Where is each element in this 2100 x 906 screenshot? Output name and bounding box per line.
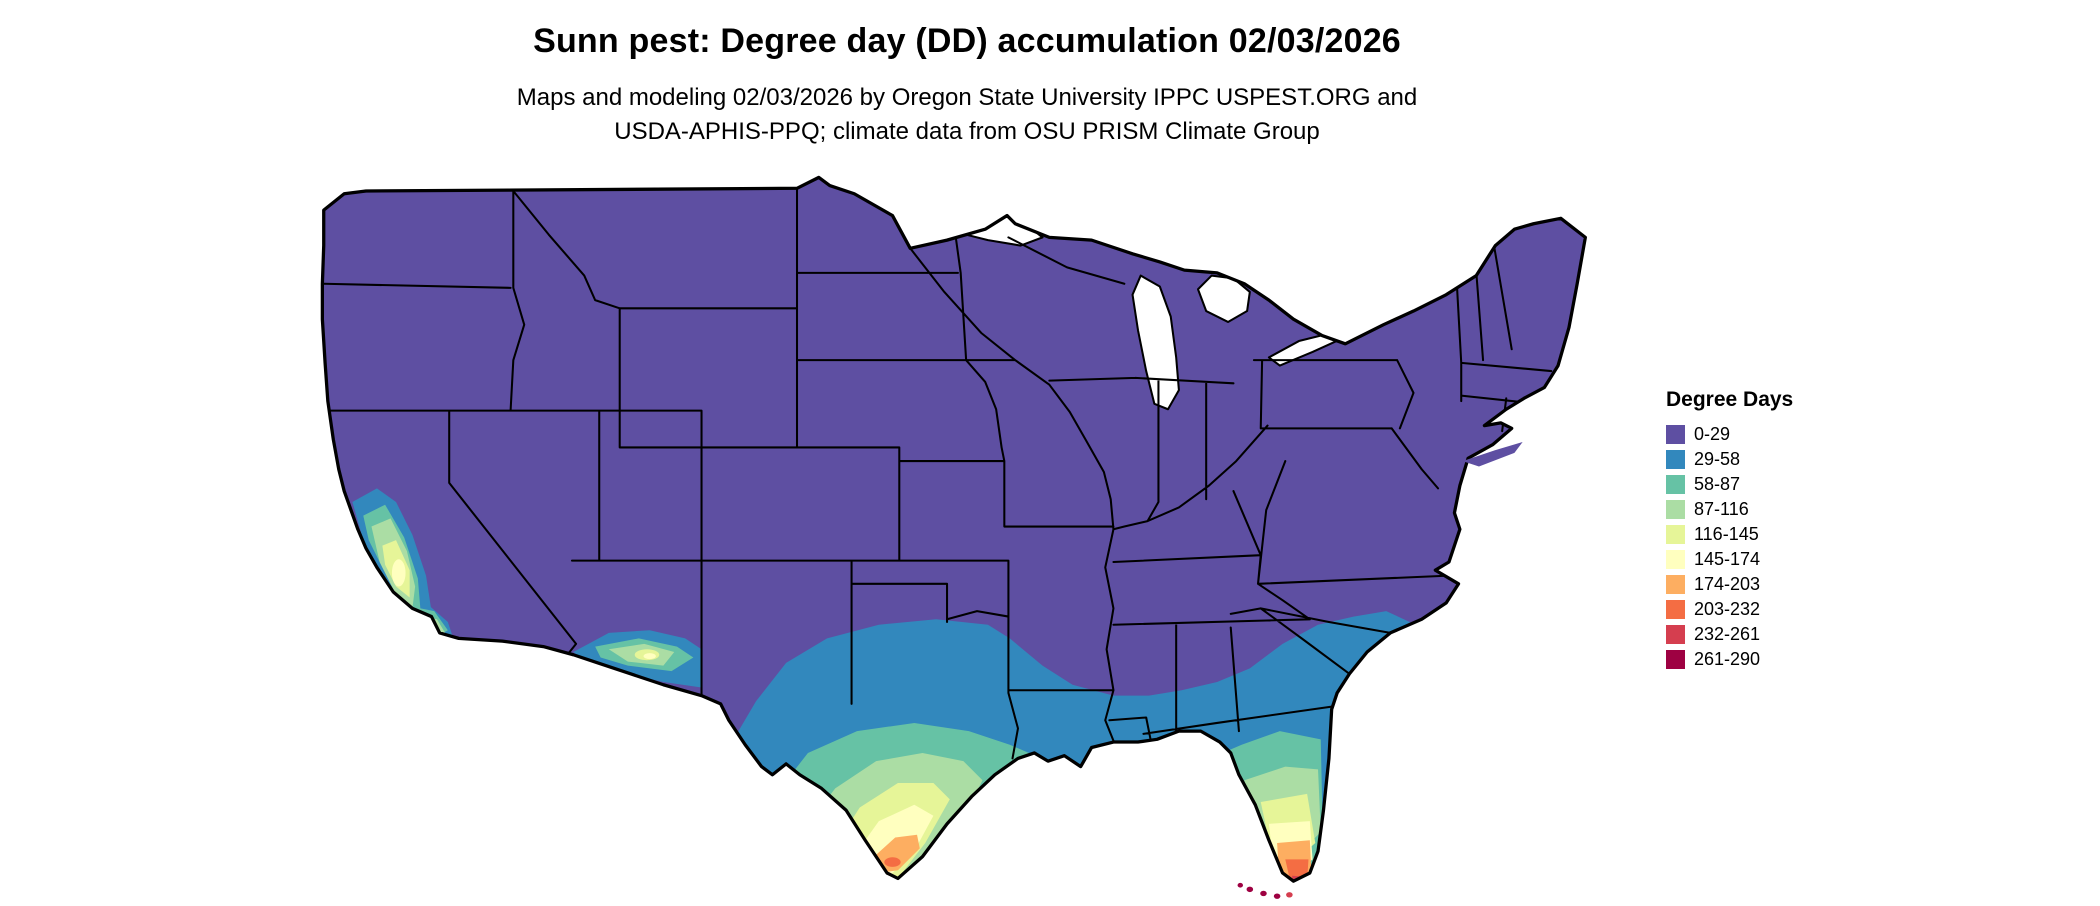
legend-swatch bbox=[1666, 500, 1685, 519]
legend-swatch bbox=[1666, 625, 1685, 644]
legend-label: 58-87 bbox=[1694, 474, 1741, 494]
us-degree-day-map bbox=[306, 158, 1629, 906]
legend-swatch bbox=[1666, 600, 1685, 619]
legend-item: 174-203 bbox=[1666, 572, 1793, 597]
legend-label: 203-232 bbox=[1694, 599, 1761, 619]
state-borders bbox=[322, 187, 1553, 760]
legend-swatch bbox=[1666, 525, 1685, 544]
legend-label: 116-145 bbox=[1694, 524, 1759, 544]
legend-label: 145-174 bbox=[1694, 549, 1761, 569]
legend-label: 232-261 bbox=[1694, 624, 1761, 644]
legend-item: 58-87 bbox=[1666, 472, 1793, 497]
subtitle-line-2: USDA-APHIS-PPQ; climate data from OSU PR… bbox=[614, 118, 1320, 146]
page-subtitle: Maps and modeling 02/03/2026 by Oregon S… bbox=[0, 81, 1934, 149]
legend-item: 261-290 bbox=[1666, 647, 1793, 672]
map-region-145-174-california bbox=[391, 559, 406, 587]
legend-item: 87-116 bbox=[1666, 497, 1793, 522]
legend-swatch bbox=[1666, 550, 1685, 569]
subtitle-line-1: Maps and modeling 02/03/2026 by Oregon S… bbox=[516, 84, 1418, 111]
legend-item: 0-29 bbox=[1666, 422, 1793, 447]
us-map-svg bbox=[320, 175, 1587, 899]
legend-label: 0-29 bbox=[1694, 424, 1731, 444]
legend-item: 232-261 bbox=[1666, 622, 1793, 647]
map-region-203-232-florida bbox=[1285, 859, 1309, 882]
legend-swatch bbox=[1666, 425, 1685, 444]
long-island bbox=[1462, 441, 1523, 467]
legend-item: 29-58 bbox=[1666, 447, 1793, 472]
lake-michigan bbox=[1131, 274, 1180, 411]
legend-label: 261-290 bbox=[1694, 649, 1761, 669]
lake-huron bbox=[1196, 274, 1251, 323]
legend-item: 145-174 bbox=[1666, 547, 1793, 572]
florida-keys-dot bbox=[1237, 882, 1244, 888]
legend-label: 87-116 bbox=[1694, 499, 1749, 519]
map-header: Sunn pest: Degree day (DD) accumulation … bbox=[0, 22, 1934, 149]
page-title: Sunn pest: Degree day (DD) accumulation … bbox=[533, 22, 1401, 60]
legend-label: 29-58 bbox=[1694, 449, 1741, 469]
map-region-203-232-texas-tip bbox=[884, 857, 901, 867]
map-region-145-174-socal bbox=[426, 623, 435, 629]
degree-days-legend: Degree Days 0-29 29-58 58-87 87-116 116-… bbox=[1666, 388, 1793, 672]
legend-label: 174-203 bbox=[1694, 574, 1761, 594]
florida-keys-dot bbox=[1273, 893, 1281, 899]
us-outline bbox=[320, 175, 1587, 883]
map-region-145-174-arizona bbox=[643, 653, 656, 660]
legend-swatch bbox=[1666, 575, 1685, 594]
florida-keys-dot bbox=[1246, 886, 1254, 893]
legend-item: 116-145 bbox=[1666, 522, 1793, 547]
legend-item: 203-232 bbox=[1666, 597, 1793, 622]
legend-swatch bbox=[1666, 650, 1685, 669]
legend-swatch bbox=[1666, 450, 1685, 469]
legend-title: Degree Days bbox=[1666, 388, 1794, 411]
legend-swatch bbox=[1666, 475, 1685, 494]
florida-keys-dot bbox=[1286, 892, 1293, 898]
